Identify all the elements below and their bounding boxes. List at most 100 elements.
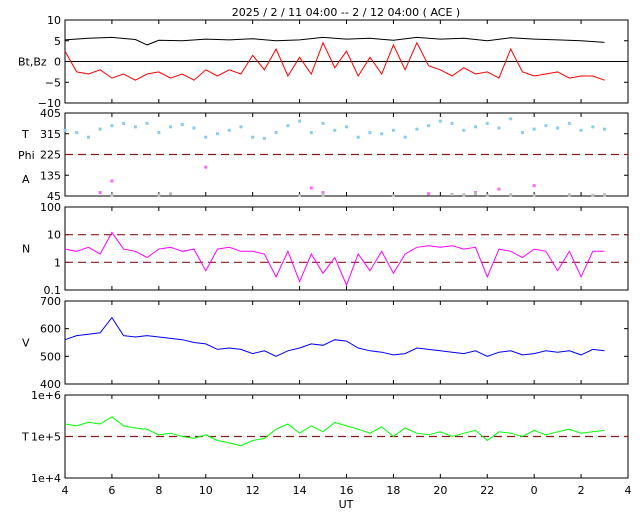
x-tick-label: 16 bbox=[340, 484, 354, 497]
series-point bbox=[262, 136, 266, 140]
x-tick-label: 14 bbox=[293, 484, 307, 497]
series-point bbox=[192, 126, 196, 130]
series-point bbox=[333, 128, 337, 132]
series-point bbox=[450, 192, 454, 196]
series-point bbox=[532, 127, 536, 131]
y-tick-label: 600 bbox=[40, 323, 61, 336]
y-axis-label: T bbox=[21, 128, 29, 141]
y-tick-label: 1e+6 bbox=[31, 389, 61, 402]
panel-3: 700 600 500 400 V bbox=[22, 295, 629, 391]
series-line-1 bbox=[64, 41, 605, 81]
series-point bbox=[145, 121, 149, 125]
x-tick-label: 4 bbox=[625, 484, 632, 497]
series-point bbox=[380, 132, 384, 136]
series-point bbox=[75, 131, 79, 135]
x-tick-label: 10 bbox=[199, 484, 213, 497]
y-tick-label: −5 bbox=[45, 76, 61, 89]
series-point bbox=[251, 135, 255, 139]
y-tick-label: 135 bbox=[40, 169, 61, 182]
y-tick-label: 10 bbox=[47, 229, 61, 242]
panel-1: 405 315 225 135 45 T Phi A bbox=[18, 107, 629, 203]
series-point bbox=[110, 179, 114, 183]
series-point bbox=[356, 135, 360, 139]
series-point bbox=[274, 131, 278, 135]
series-point bbox=[579, 128, 583, 132]
series-point bbox=[603, 127, 607, 131]
series-line-0 bbox=[64, 416, 605, 447]
y-tick-label: 1e+4 bbox=[31, 472, 61, 485]
series-line-0 bbox=[64, 36, 605, 46]
series-point bbox=[110, 124, 114, 128]
panel-frame bbox=[64, 300, 629, 385]
series-point bbox=[368, 131, 372, 135]
y-tick-label: −10 bbox=[38, 97, 61, 110]
y-tick-label: 225 bbox=[40, 149, 61, 162]
panel-0: 10 5 0 −5 −10 Bt,Bz bbox=[18, 14, 629, 110]
series-point bbox=[427, 124, 431, 128]
x-tick-label: 0 bbox=[531, 484, 538, 497]
series-point bbox=[474, 125, 478, 129]
series-point bbox=[180, 123, 184, 127]
series-line-0 bbox=[64, 231, 605, 287]
series-point bbox=[286, 124, 290, 128]
y-tick-label: 315 bbox=[40, 128, 61, 141]
series-point bbox=[298, 119, 302, 123]
y-tick-label: 1 bbox=[54, 256, 61, 269]
x-tick-label: 18 bbox=[386, 484, 400, 497]
y-axis-label: T bbox=[21, 431, 29, 444]
series-point bbox=[204, 135, 208, 139]
series-point bbox=[86, 135, 90, 139]
series-point bbox=[391, 128, 395, 132]
x-tick-label: 12 bbox=[246, 484, 260, 497]
x-axis-label: UT bbox=[339, 498, 354, 511]
y-tick-label: 405 bbox=[40, 107, 61, 120]
series-point bbox=[204, 165, 208, 169]
series-point bbox=[485, 193, 489, 197]
series-point bbox=[415, 127, 419, 131]
series-point bbox=[567, 193, 571, 197]
series-point bbox=[98, 191, 102, 195]
series-point bbox=[122, 121, 126, 125]
x-tick-label: 2 bbox=[578, 484, 585, 497]
series-point bbox=[497, 126, 501, 130]
y-tick-label: 100 bbox=[40, 201, 61, 214]
series-point bbox=[157, 193, 161, 197]
series-point bbox=[591, 193, 595, 197]
series-point bbox=[567, 121, 571, 125]
y-axis-label: V bbox=[22, 337, 30, 350]
y-tick-label: 700 bbox=[40, 295, 61, 308]
series-point bbox=[497, 187, 501, 191]
panel-2: 100 10 1 0.1 N bbox=[22, 201, 629, 297]
series-point bbox=[556, 126, 560, 130]
series-point bbox=[591, 125, 595, 129]
series-point bbox=[239, 125, 243, 129]
y-axis-label: N bbox=[22, 243, 30, 256]
x-tick-label: 4 bbox=[62, 484, 69, 497]
series-point bbox=[133, 125, 137, 129]
panel-frame bbox=[64, 206, 629, 291]
series-point bbox=[544, 124, 548, 128]
series-point bbox=[215, 132, 219, 136]
series-point bbox=[474, 192, 478, 196]
series-point bbox=[169, 192, 173, 196]
series-point bbox=[321, 193, 325, 197]
series-point bbox=[298, 193, 302, 197]
series-point bbox=[509, 193, 513, 197]
series-point bbox=[63, 128, 67, 132]
series-point bbox=[603, 193, 607, 197]
series-point bbox=[485, 121, 489, 125]
y-axis-label: Phi bbox=[18, 149, 35, 162]
series-point bbox=[110, 193, 114, 197]
series-point bbox=[309, 186, 313, 190]
y-tick-label: 400 bbox=[40, 378, 61, 391]
x-tick-label: 8 bbox=[155, 484, 162, 497]
y-axis-label: Bt,Bz bbox=[18, 56, 47, 69]
y-tick-label: 5 bbox=[54, 35, 61, 48]
panel-4: 1e+6 1e+5 1e+4 T bbox=[21, 389, 629, 485]
y-axis-label: A bbox=[22, 173, 30, 186]
series-point bbox=[169, 125, 173, 129]
y-tick-label: 1e+5 bbox=[31, 431, 61, 444]
x-tick-label: 20 bbox=[433, 484, 447, 497]
